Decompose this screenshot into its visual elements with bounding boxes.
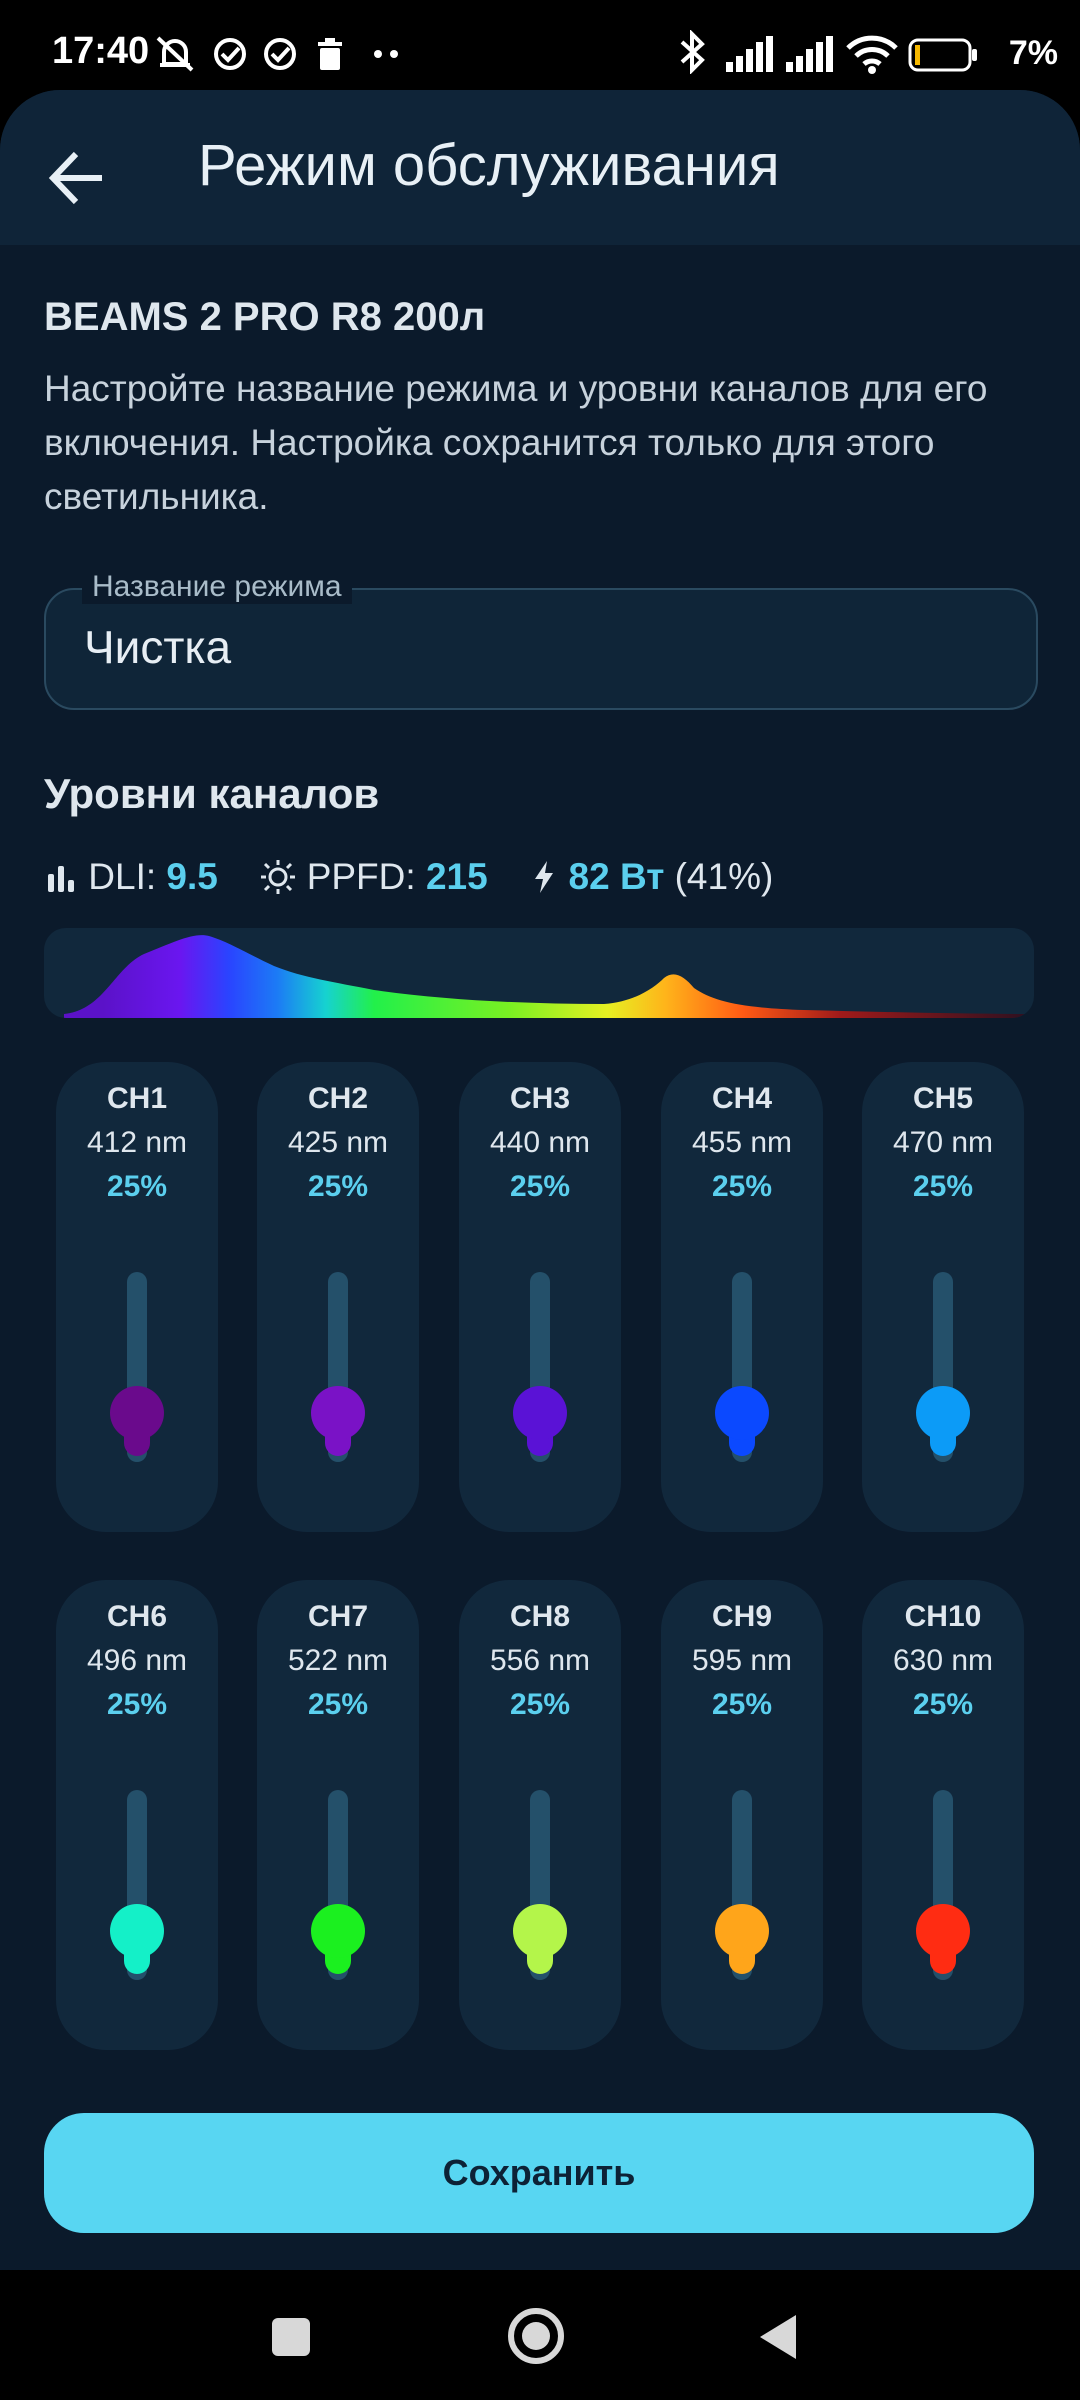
- channel-name: CH1: [106, 1082, 167, 1115]
- channel-name: CH7: [307, 1600, 368, 1633]
- channel-card-ch2: CH2 425 nm 25%: [257, 1062, 419, 1532]
- channels-section-title: Уровни каналов: [44, 770, 380, 817]
- navigation-bar: [0, 2270, 1080, 2400]
- app-screen: Режим обслуживания BEAMS 2 PRO R8 200л Н…: [0, 90, 1080, 2270]
- channel-card-ch9: CH9 595 nm 25%: [661, 1580, 823, 2050]
- channel-card-ch10: CH10 630 nm 25%: [862, 1580, 1024, 2050]
- status-bar: 17:40 7%: [0, 0, 1080, 100]
- channel-level: 25%: [711, 1170, 773, 1203]
- channel-level: 25%: [912, 1170, 974, 1203]
- channel-level: 25%: [912, 1688, 974, 1721]
- channel-name: CH3: [509, 1082, 570, 1115]
- channel-name: CH8: [509, 1600, 570, 1633]
- dli-value: 9.5: [166, 856, 218, 898]
- channel-slider-thumb[interactable]: [110, 1904, 164, 1958]
- dli-label: DLI:: [88, 856, 157, 898]
- back-triangle-icon[interactable]: [756, 2312, 800, 2362]
- channel-slider-thumb[interactable]: [513, 1386, 567, 1440]
- channel-card-ch4: CH4 455 nm 25%: [661, 1062, 823, 1532]
- channel-slider-thumb[interactable]: [916, 1904, 970, 1958]
- check-circle-icon: [264, 38, 296, 70]
- trash-icon: [318, 38, 342, 70]
- channel-slider-thumb[interactable]: [715, 1386, 769, 1440]
- lightning-icon: [535, 861, 554, 894]
- channel-card-ch7: CH7 522 nm 25%: [257, 1580, 419, 2050]
- sun-icon: [261, 860, 296, 895]
- status-time: 17:40: [52, 30, 150, 72]
- signal-icon: [786, 36, 833, 72]
- channel-slider-thumb[interactable]: [110, 1386, 164, 1440]
- channel-name: CH10: [904, 1600, 982, 1633]
- mode-name-label: Название режима: [82, 570, 352, 604]
- channel-card-ch8: CH8 556 nm 25%: [459, 1580, 621, 2050]
- battery-percent: 7%: [1008, 34, 1058, 72]
- check-circle-icon: [214, 38, 246, 70]
- channel-slider-thumb[interactable]: [311, 1386, 365, 1440]
- channel-card-ch5: CH5 470 nm 25%: [862, 1062, 1024, 1532]
- light-stats: DLI: 9.5 PPFD: 215 82 Вт (41%): [44, 854, 773, 904]
- more-dots-icon: [374, 50, 398, 58]
- spectrum-graph: [44, 928, 1034, 1018]
- bluetooth-icon: [680, 30, 705, 74]
- channel-level: 25%: [106, 1688, 168, 1721]
- wifi-icon: [846, 35, 898, 74]
- channel-level: 25%: [106, 1170, 168, 1203]
- bar-chart-icon: [48, 866, 74, 893]
- channel-level: 25%: [509, 1688, 571, 1721]
- channel-slider-thumb[interactable]: [311, 1904, 365, 1958]
- channel-level: 25%: [711, 1688, 773, 1721]
- device-name: BEAMS 2 PRO R8 200л: [44, 295, 486, 339]
- battery-icon: [908, 38, 977, 72]
- description-text: Настройте название режима и уровни канал…: [44, 368, 988, 517]
- channel-name: CH2: [307, 1082, 368, 1115]
- channel-wavelength: 556 nm: [489, 1644, 591, 1677]
- mode-name-input[interactable]: [84, 620, 984, 674]
- channel-level: 25%: [307, 1688, 369, 1721]
- ppfd-label: PPFD:: [306, 856, 416, 898]
- channel-wavelength: 425 nm: [287, 1126, 389, 1159]
- channel-wavelength: 595 nm: [691, 1644, 793, 1677]
- power-value: 82 Вт: [568, 856, 665, 898]
- power-percent: (41%): [674, 856, 774, 898]
- channel-name: CH5: [912, 1082, 973, 1115]
- channel-level: 25%: [509, 1170, 571, 1203]
- channel-slider-thumb[interactable]: [916, 1386, 970, 1440]
- muted-bell-icon: [156, 36, 194, 72]
- page-title: Режим обслуживания: [198, 133, 780, 198]
- channel-level: 25%: [307, 1170, 369, 1203]
- channel-card-ch1: CH1 412 nm 25%: [56, 1062, 218, 1532]
- channel-name: CH9: [711, 1600, 772, 1633]
- channel-wavelength: 630 nm: [892, 1644, 994, 1677]
- channel-card-ch3: CH3 440 nm 25%: [459, 1062, 621, 1532]
- channel-slider-thumb[interactable]: [715, 1904, 769, 1958]
- channel-wavelength: 522 nm: [287, 1644, 389, 1677]
- channel-name: CH4: [711, 1082, 772, 1115]
- home-circle-icon[interactable]: [506, 2306, 566, 2366]
- channel-wavelength: 440 nm: [489, 1126, 591, 1159]
- recents-square-icon[interactable]: [270, 2316, 312, 2358]
- channel-wavelength: 412 nm: [86, 1126, 188, 1159]
- save-button[interactable]: Сохранить: [44, 2113, 1034, 2233]
- channel-wavelength: 455 nm: [691, 1126, 793, 1159]
- channel-name: CH6: [106, 1600, 167, 1633]
- signal-icon: [726, 36, 773, 72]
- top-app-bar: Режим обслуживания: [0, 90, 1080, 245]
- ppfd-value: 215: [425, 856, 488, 898]
- channel-slider-thumb[interactable]: [513, 1904, 567, 1958]
- channel-wavelength: 470 nm: [892, 1126, 994, 1159]
- channel-wavelength: 496 nm: [86, 1644, 188, 1677]
- channel-card-ch6: CH6 496 nm 25%: [56, 1580, 218, 2050]
- back-arrow-icon[interactable]: [40, 140, 116, 216]
